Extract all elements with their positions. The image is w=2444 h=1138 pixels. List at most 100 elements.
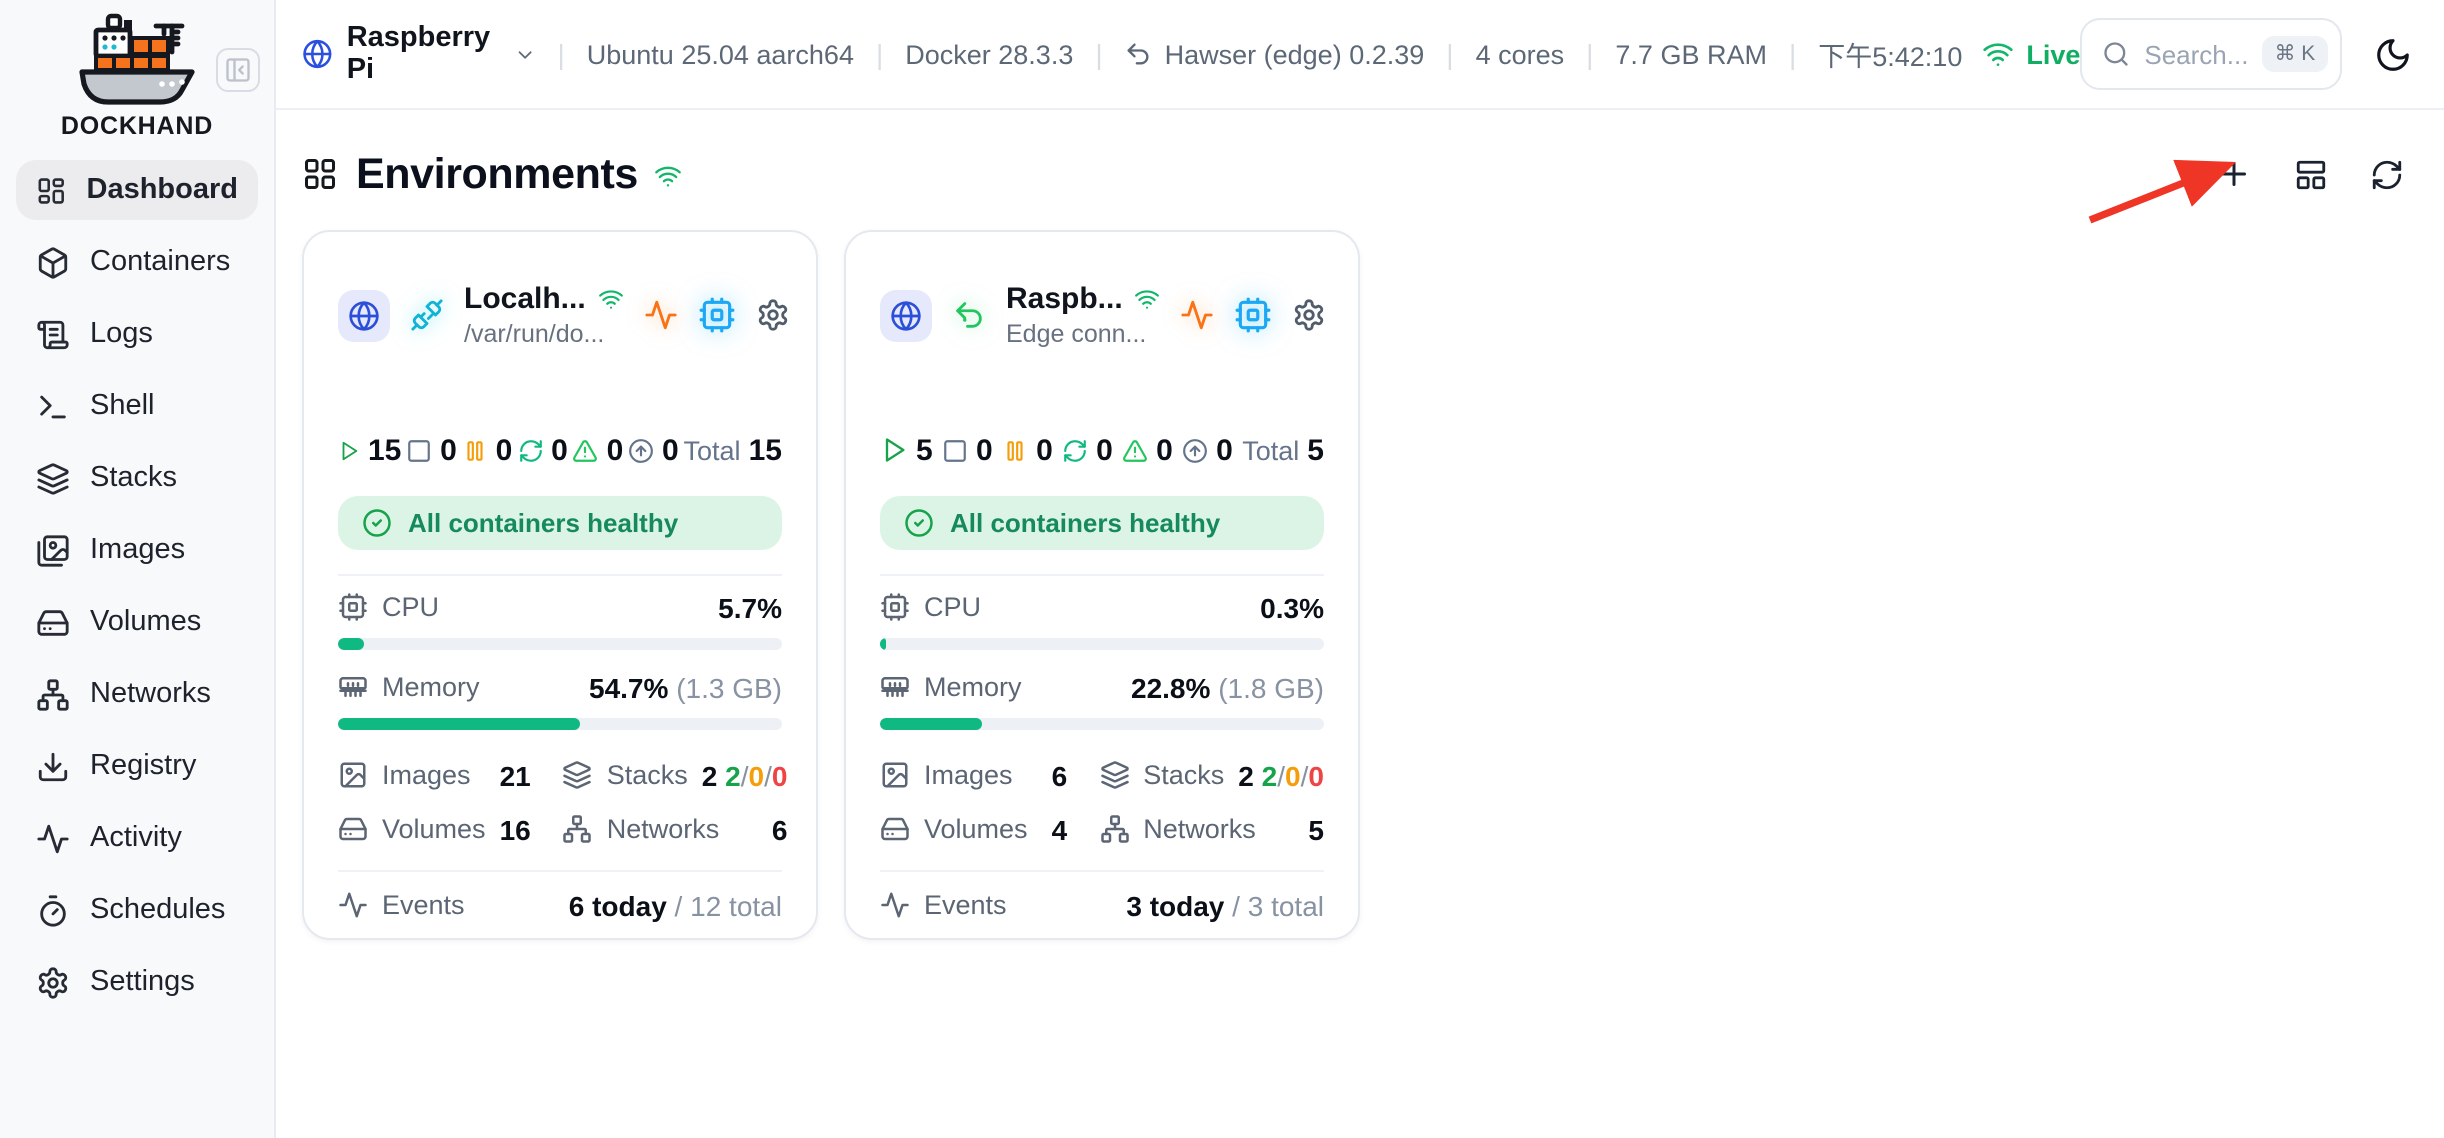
sidebar-menu: Dashboard Containers Logs Shell Stacks I…: [0, 140, 274, 1012]
add-environment-button[interactable]: [2216, 156, 2252, 192]
sidebar-item-volumes[interactable]: Volumes: [16, 592, 258, 652]
layers-icon: [37, 462, 69, 494]
sidebar-item-logs[interactable]: Logs: [16, 304, 258, 364]
sidebar-item-shell[interactable]: Shell: [16, 376, 258, 436]
health-label: All containers healthy: [950, 507, 1221, 538]
wifi-icon: [598, 290, 623, 309]
moon-icon: [2376, 38, 2409, 70]
cpu-value: 5.7%: [718, 591, 782, 624]
sidebar-item-dashboard[interactable]: Dashboard: [16, 160, 258, 220]
memory-progress-track: [880, 717, 1324, 730]
images-icon: [37, 534, 69, 566]
images-stat: Images 21: [338, 759, 531, 791]
search-icon: [2104, 42, 2129, 66]
cpu-icon: [339, 593, 367, 621]
cpu-progress-track: [880, 637, 1324, 650]
separator: |: [1586, 38, 1594, 70]
cpu-row: CPU 0.3%: [880, 591, 1324, 623]
panel-left-close-icon: [226, 58, 250, 82]
cpu-progress-fill: [338, 637, 364, 650]
cpu-row: CPU 5.7%: [338, 591, 782, 623]
activity-icon: [37, 823, 69, 853]
sidebar-item-stacks[interactable]: Stacks: [16, 448, 258, 508]
sidebar-item-label: Volumes: [90, 606, 202, 638]
sidebar-item-label: Shell: [90, 390, 155, 422]
sidebar-item-schedules[interactable]: Schedules: [16, 880, 258, 940]
docker-version: Docker 28.3.3: [905, 39, 1074, 69]
undo-icon: [1128, 43, 1150, 65]
image-icon: [882, 762, 908, 788]
environment-avatar: [338, 289, 390, 342]
sidebar-item-images[interactable]: Images: [16, 520, 258, 580]
live-status: Live: [1982, 38, 2080, 70]
memory-stick-icon: [339, 677, 367, 698]
environment-avatar: [880, 289, 932, 342]
network-icon: [563, 815, 592, 843]
environment-card-localhost[interactable]: Localh... /var/run/do... 15 0 0: [302, 230, 818, 940]
terminal-icon: [40, 394, 66, 418]
sidebar-item-networks[interactable]: Networks: [16, 664, 258, 724]
restarting-count: 0: [551, 433, 568, 468]
refresh-button[interactable]: [2370, 157, 2404, 191]
restart-icon: [519, 439, 541, 462]
scroll-text-icon: [37, 319, 69, 349]
cpu-label: CPU: [924, 592, 982, 623]
sidebar-collapse-button[interactable]: [216, 48, 260, 92]
stacks-stat: Stacks 2 2/0/0: [1099, 759, 1324, 791]
plus-icon: [2222, 162, 2246, 186]
network-icon: [1100, 815, 1128, 843]
layout-dashboard-icon: [38, 177, 64, 203]
environment-settings-button[interactable]: [1293, 299, 1327, 333]
divider: [338, 869, 782, 872]
download-icon: [38, 751, 68, 781]
wifi-icon: [1983, 43, 2014, 66]
stacks-stat: Stacks 2 2/0/0: [563, 759, 787, 791]
cpu-progress-track: [338, 637, 782, 650]
environment-titles: Raspb... Edge conn...: [1006, 282, 1161, 349]
dark-mode-toggle[interactable]: [2373, 35, 2411, 73]
play-icon: [885, 438, 905, 462]
separator: |: [557, 38, 565, 70]
timer-icon: [40, 894, 66, 926]
stopped-count: 0: [976, 433, 993, 468]
environment-name: Raspb...: [1006, 282, 1123, 316]
cpu-cores: 4 cores: [1475, 39, 1565, 69]
sidebar-item-activity[interactable]: Activity: [16, 808, 258, 868]
sidebar-item-label: Settings: [90, 966, 195, 998]
cpu-value: 0.3%: [1260, 591, 1324, 624]
card-header: Raspb... Edge conn...: [880, 282, 1324, 349]
total-count: 5: [1307, 433, 1324, 468]
events-row: Events 3 today / 3 total: [880, 889, 1324, 921]
environment-settings-button[interactable]: [756, 299, 790, 333]
layout-toggle-button[interactable]: [2294, 157, 2328, 191]
memory-value: 22.8% (1.8 GB): [1131, 671, 1324, 704]
layers-icon: [1100, 761, 1128, 789]
topbar: Raspberry Pi | Ubuntu 25.04 aarch64 | Do…: [276, 0, 2444, 110]
activity-icon: [339, 892, 367, 918]
host-selector[interactable]: Raspberry Pi: [302, 22, 535, 86]
divider: [880, 869, 1324, 872]
page-title: Environments: [356, 149, 638, 197]
sidebar-item-settings[interactable]: Settings: [16, 952, 258, 1012]
wifi-icon: [1135, 290, 1160, 309]
search-input[interactable]: Search... ⌘ K: [2080, 18, 2342, 90]
container-state-counts: 5 0 0 0 0 0 Total 5: [880, 433, 1324, 467]
separator: |: [1446, 38, 1454, 70]
cpu-progress-fill: [880, 637, 886, 650]
chevron-down-icon: [517, 50, 531, 58]
agent-version: Hawser (edge) 0.2.39: [1125, 39, 1424, 69]
sidebar-item-label: Stacks: [90, 462, 178, 494]
environment-card-raspberrypi[interactable]: Raspb... Edge conn... 5 0 0: [844, 230, 1360, 940]
memory-detail: (1.8 GB): [1218, 671, 1324, 704]
sidebar-item-registry[interactable]: Registry: [16, 736, 258, 796]
sidebar-item-containers[interactable]: Containers: [16, 232, 258, 292]
edge-undo-icon: [952, 299, 986, 333]
card-header: Localh... /var/run/do...: [338, 282, 787, 349]
sidebar-item-label: Dashboard: [86, 174, 239, 206]
memory-progress-fill: [880, 717, 982, 730]
stopped-count: 0: [440, 433, 457, 468]
cpu-chip-icon: [698, 297, 736, 335]
circle-check-icon: [363, 508, 391, 536]
play-icon: [342, 441, 358, 460]
